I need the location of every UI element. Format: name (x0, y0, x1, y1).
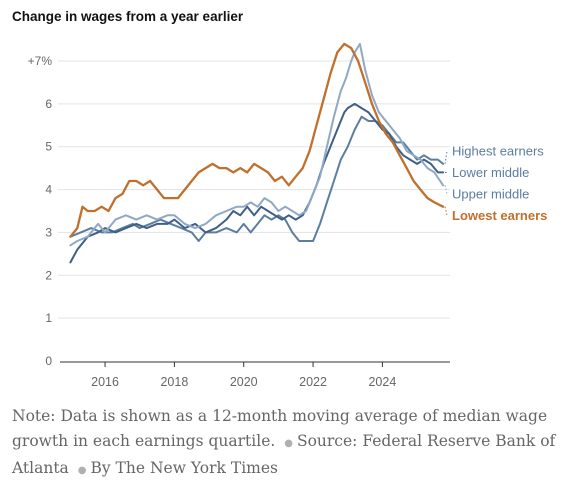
x-tick-label: 2022 (299, 375, 327, 389)
y-tick-label: 5 (45, 140, 52, 154)
label-leader (444, 185, 448, 194)
chart-title: Change in wages from a year earlier (12, 9, 244, 24)
x-axis: 2016 2018 2020 2022 2024 (60, 361, 450, 389)
x-tick-label: 2024 (368, 375, 396, 389)
series-line-upper-middle (69, 42, 445, 247)
y-tick-label: 3 (45, 225, 52, 239)
series-line-lowest-earners (69, 42, 445, 238)
separator-dot: ● (77, 465, 87, 476)
label-leader (444, 150, 448, 164)
series-lines (69, 42, 445, 264)
chart-note: Note: Data is shown as a 12-month moving… (12, 404, 560, 484)
y-tick-label: 2 (45, 268, 52, 282)
label-leader (444, 206, 448, 216)
note-text: Note: Data is shown as a 12-month moving… (12, 407, 548, 450)
separator-dot: ● (284, 437, 293, 449)
series-label-upper-middle: Upper middle (452, 186, 529, 201)
grid-lines (58, 60, 450, 319)
y-tick-label: 0 (45, 354, 52, 368)
y-tick-label: +7% (28, 54, 53, 68)
source-text: Source: Federal Reserve Bank of Atlanta (12, 431, 556, 478)
x-tick-label: 2020 (230, 375, 258, 389)
wage-growth-chart: 0 1 2 3 4 5 6 +7% 2016 2018 2020 2022 2024 Highest … (28, 42, 547, 389)
byline-text: By The New York Times (90, 459, 278, 477)
x-tick-label: 2016 (91, 375, 119, 389)
series-label-lower-middle: Lower middle (452, 165, 529, 180)
series-line-lower-middle (69, 102, 445, 264)
x-tick-label: 2018 (160, 375, 188, 389)
y-tick-label: 1 (45, 311, 52, 325)
y-tick-label: 6 (45, 97, 52, 111)
y-axis-labels: 0 1 2 3 4 5 6 +7% (28, 54, 53, 368)
series-labels: Highest earners Lower middle Upper middle L… (444, 144, 547, 223)
series-label-lowest-earners: Lowest earners (452, 208, 547, 223)
y-tick-label: 4 (45, 183, 52, 197)
series-label-highest-earners: Highest earners (452, 144, 544, 159)
